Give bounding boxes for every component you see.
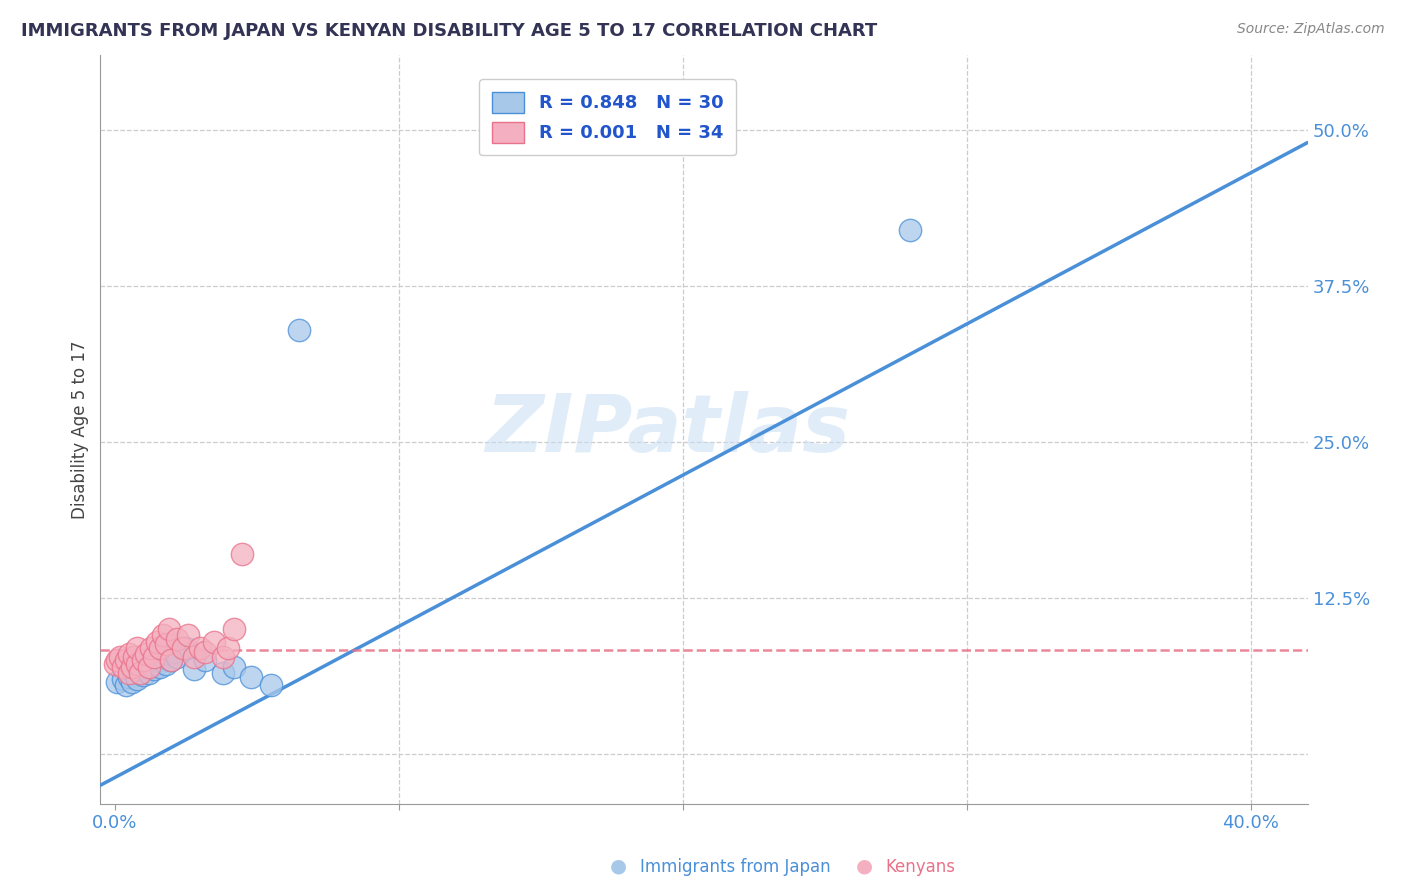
Point (174, 640, 197, 655)
Point (183, 649, 205, 664)
Point (121, 659, 143, 673)
Point (118, 647, 141, 661)
Point (188, 640, 211, 655)
Point (202, 634, 225, 648)
Point (166, 649, 188, 664)
Text: Immigrants from Japan: Immigrants from Japan (640, 858, 831, 876)
Point (103, 657, 125, 672)
Point (141, 657, 163, 672)
Y-axis label: Disability Age 5 to 17: Disability Age 5 to 17 (72, 341, 89, 519)
Point (222, 622, 245, 636)
Point (143, 649, 166, 664)
Point (217, 640, 239, 655)
Point (239, 670, 262, 684)
Point (155, 657, 177, 672)
Point (183, 662, 205, 676)
Text: Source: ZipAtlas.com: Source: ZipAtlas.com (1237, 22, 1385, 37)
Point (138, 659, 160, 673)
Point (211, 649, 233, 664)
Point (231, 547, 253, 561)
Point (177, 628, 200, 642)
Text: Kenyans: Kenyans (886, 858, 956, 876)
Text: IMMIGRANTS FROM JAPAN VS KENYAN DISABILITY AGE 5 TO 17 CORRELATION CHART: IMMIGRANTS FROM JAPAN VS KENYAN DISABILI… (21, 22, 877, 40)
Point (112, 659, 135, 673)
Point (115, 653, 138, 667)
Text: ●: ● (856, 857, 873, 876)
Point (105, 674, 128, 689)
Point (163, 645, 186, 659)
Point (194, 645, 217, 659)
Point (288, 323, 311, 337)
Point (152, 628, 174, 642)
Point (160, 653, 183, 667)
Point (129, 662, 152, 676)
Text: ●: ● (610, 857, 627, 876)
Point (132, 668, 155, 682)
Point (222, 659, 245, 673)
Point (160, 653, 183, 667)
Point (121, 674, 143, 689)
Point (143, 662, 166, 676)
Point (149, 659, 172, 673)
Point (118, 665, 141, 680)
Point (898, 223, 921, 237)
Point (260, 678, 283, 692)
Point (129, 665, 152, 680)
Point (146, 634, 169, 648)
Point (157, 647, 180, 661)
Point (135, 647, 157, 661)
Legend: R = 0.848   N = 30, R = 0.001   N = 34: R = 0.848 N = 30, R = 0.001 N = 34 (479, 79, 735, 155)
Point (135, 659, 157, 673)
Point (149, 640, 172, 655)
Text: ZIPatlas: ZIPatlas (485, 391, 851, 468)
Point (172, 640, 194, 655)
Point (127, 657, 149, 672)
Point (110, 649, 132, 664)
Point (152, 649, 174, 664)
Point (124, 665, 146, 680)
Point (138, 665, 160, 680)
Point (211, 665, 233, 680)
Point (166, 632, 188, 647)
Point (146, 653, 169, 667)
Point (157, 622, 180, 636)
Point (127, 672, 149, 686)
Point (124, 649, 146, 664)
Point (112, 672, 135, 686)
Point (118, 670, 141, 684)
Point (194, 653, 217, 667)
Point (155, 637, 177, 651)
Point (132, 653, 155, 667)
Point (127, 640, 149, 655)
Point (105, 653, 128, 667)
Point (141, 640, 163, 655)
Point (115, 678, 138, 692)
